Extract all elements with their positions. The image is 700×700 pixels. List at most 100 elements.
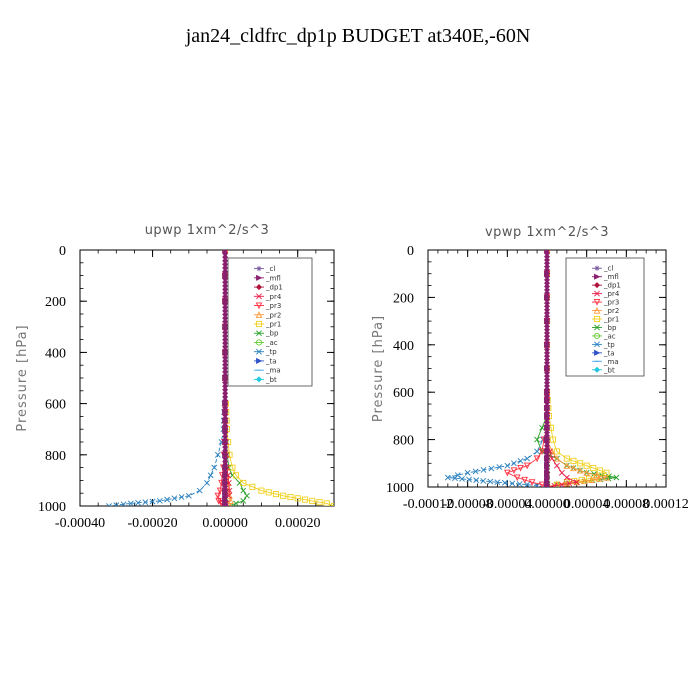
data-point — [580, 477, 588, 485]
data-point — [309, 497, 316, 504]
data-point — [301, 496, 309, 503]
x-tick-label: 0.00004 — [564, 497, 610, 512]
legend-marker — [594, 273, 601, 280]
legend-label: _bt — [603, 366, 615, 374]
legend-label: _cl — [265, 265, 275, 273]
data-point — [240, 479, 247, 487]
legend-marker — [255, 376, 263, 383]
x-tick-label: 0.00020 — [275, 516, 321, 531]
legend-label: _pr4 — [603, 290, 620, 298]
legend-marker — [255, 320, 263, 328]
data-point — [488, 465, 495, 472]
data-point — [595, 475, 603, 482]
data-point — [444, 474, 451, 481]
data-point — [135, 499, 141, 506]
data-point — [249, 483, 256, 490]
data-point — [171, 495, 178, 502]
legend-marker — [255, 302, 263, 310]
data-point — [113, 502, 120, 506]
legend: _cl_mfl_dp1_pr4_pr3_pr2_pr1_bp_ac_tp_ta_… — [565, 257, 645, 377]
series-group — [444, 250, 620, 487]
data-point — [214, 451, 221, 458]
data-point — [583, 462, 590, 469]
data-point — [294, 495, 301, 502]
data-point — [214, 492, 222, 500]
data-point — [226, 487, 233, 494]
data-point — [590, 464, 597, 472]
data-point — [472, 468, 479, 475]
data-point — [593, 471, 600, 479]
data-point — [196, 487, 203, 494]
data-point — [287, 493, 294, 501]
legend-label: _pr2 — [603, 307, 619, 315]
legend-marker — [255, 339, 263, 346]
legend-label: _pr3 — [265, 302, 281, 310]
data-point — [207, 472, 214, 479]
series-group — [106, 250, 334, 506]
data-point — [534, 448, 541, 455]
vpwp-panel: vpwp 1xm^2/s^3 Pressure [hPa] 0 200 400 600 80… — [371, 225, 689, 512]
legend-marker — [594, 341, 600, 348]
data-point — [464, 469, 471, 476]
data-point — [517, 458, 524, 464]
data-point — [451, 475, 458, 482]
legend-label: _ac — [265, 339, 278, 347]
legend-marker — [594, 290, 600, 297]
legend-label: _dp1 — [603, 282, 621, 290]
data-point — [509, 480, 516, 487]
legend-box — [565, 257, 645, 377]
data-point — [563, 462, 571, 469]
data-point — [576, 466, 584, 474]
data-point — [563, 455, 570, 462]
data-point — [524, 455, 531, 462]
panel-title: vpwp 1xm^2/s^3 — [485, 225, 609, 240]
x-tick-label: -0.00008 — [443, 497, 493, 512]
legend-marker — [256, 348, 262, 355]
data-point — [504, 469, 511, 477]
upwp-panel: upwp 1xm^2/s^3 Pressure [hPa] 0 200 400 600 80… — [15, 223, 335, 531]
data-point — [240, 487, 247, 494]
data-point — [553, 454, 561, 462]
legend-label: _ac — [603, 332, 616, 340]
x-tick-label: -0.00040 — [55, 516, 105, 531]
data-point — [577, 460, 584, 467]
data-point — [570, 464, 577, 472]
legend-marker — [593, 299, 601, 306]
y-tick-label: 1000 — [386, 481, 414, 496]
y-tick-label: 400 — [393, 339, 414, 354]
data-point — [466, 476, 473, 483]
legend-marker — [593, 306, 601, 314]
x-tick-label: -0.00012 — [403, 497, 453, 512]
data-point — [516, 481, 523, 487]
y-axis-label: Pressure [hPa] — [371, 315, 386, 422]
legend-label: _bt — [265, 376, 277, 384]
data-point — [243, 492, 250, 499]
data-point — [534, 436, 541, 443]
data-point — [127, 500, 134, 506]
legend-label: _pr4 — [265, 293, 282, 301]
data-point — [106, 503, 112, 506]
data-point — [240, 497, 247, 504]
data-point — [233, 500, 239, 506]
data-point — [591, 471, 598, 477]
data-point — [533, 455, 541, 463]
legend-label: _ta — [265, 357, 277, 365]
legend-marker — [255, 284, 263, 291]
data-point — [521, 476, 529, 484]
data-point — [272, 491, 279, 498]
y-tick-label: 400 — [45, 346, 66, 361]
data-point — [232, 472, 240, 479]
data-point — [528, 479, 536, 486]
y-tick-label: 600 — [45, 398, 66, 413]
data-point — [606, 473, 612, 480]
data-point — [543, 482, 551, 487]
legend-label: _pr1 — [603, 316, 619, 324]
data-point — [517, 464, 524, 472]
legend-marker — [256, 357, 263, 365]
legend: _cl_mfl_dp1_pr4_pr3_pr2_pr1_bp_ac_tp_ta_… — [227, 257, 313, 387]
legend-marker — [255, 311, 263, 318]
data-point — [549, 436, 556, 443]
legend-label: _bp — [265, 330, 279, 338]
data-point — [551, 482, 558, 487]
